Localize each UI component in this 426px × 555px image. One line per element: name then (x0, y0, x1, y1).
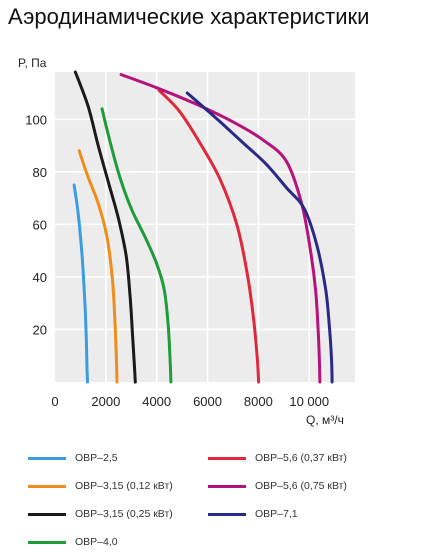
legend-item: ОВР–7,1 (208, 506, 298, 522)
legend-swatch (28, 456, 66, 460)
x-tick-label: 2000 (91, 394, 120, 409)
x-tick-label: 0 (51, 394, 58, 409)
series-line (72, 183, 89, 384)
legend-item: ОВР–2,5 (28, 450, 118, 466)
series-lines (72, 70, 334, 384)
legend-label: ОВР–3,15 (0,25 кВт) (75, 508, 173, 520)
series-line (119, 73, 322, 384)
y-axis-label: P, Па (18, 56, 47, 70)
y-tick-label: 20 (33, 322, 47, 337)
chart-svg: 0 2000 4000 6000 8000 10 000 20 40 60 80 100 P, Па… (18, 56, 355, 427)
series-line (185, 91, 334, 384)
series-line (77, 149, 119, 384)
x-tick-label: 6000 (193, 394, 222, 409)
series-line (157, 88, 261, 384)
tick-labels: 0 2000 4000 6000 8000 10 000 20 40 60 80 100 (25, 112, 329, 409)
legend-item: ОВР–3,15 (0,25 кВт) (28, 506, 173, 522)
x-tick-label: 10 000 (289, 394, 329, 409)
legend-label: ОВР–2,5 (75, 452, 118, 464)
legend-item: ОВР–5,6 (0,37 кВт) (208, 450, 347, 466)
y-tick-label: 40 (33, 270, 47, 285)
legend-label: ОВР–5,6 (0,75 кВт) (255, 480, 347, 492)
series-line (100, 107, 173, 384)
legend-label: ОВР–5,6 (0,37 кВт) (255, 452, 347, 464)
y-tick-label: 80 (33, 165, 47, 180)
y-tick-label: 60 (33, 217, 47, 232)
legend-item: ОВР–3,15 (0,12 кВт) (28, 478, 173, 494)
legend-label: ОВР–3,15 (0,12 кВт) (75, 480, 173, 492)
legend-swatch (28, 540, 66, 544)
legend-label: ОВР–4,0 (75, 536, 118, 548)
legend-label: ОВР–7,1 (255, 508, 298, 520)
series-line (73, 70, 137, 384)
chart-title: Аэродинамические характеристики (8, 4, 370, 29)
legend-swatch (208, 456, 246, 460)
x-axis-label: Q, м³/ч (306, 413, 344, 427)
legend-swatch (208, 484, 246, 488)
x-tick-label: 8000 (244, 394, 273, 409)
y-tick-label: 100 (25, 112, 47, 127)
legend-item: ОВР–4,0 (28, 534, 118, 550)
legend-swatch (28, 512, 66, 516)
x-tick-label: 4000 (142, 394, 171, 409)
legend-item: ОВР–5,6 (0,75 кВт) (208, 478, 347, 494)
legend-swatch (28, 484, 66, 488)
legend-swatch (208, 512, 246, 516)
